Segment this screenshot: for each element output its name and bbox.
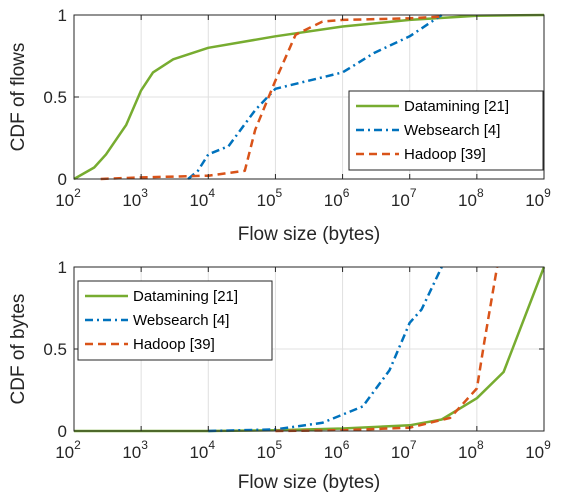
legend-label: Websearch [4] [404,122,500,139]
x-tick-label: 107 [391,438,417,462]
x-tick-base: 10 [324,443,343,462]
x-tick-label: 104 [189,438,215,462]
x-tick-label: 103 [122,186,148,210]
x-tick-exponent: 6 [343,438,350,452]
x-tick-exponent: 8 [477,186,484,200]
x-tick-exponent: 8 [477,438,484,452]
x-tick-base: 10 [391,443,410,462]
x-tick-label: 102 [55,186,81,210]
series-line-websearch [187,13,443,180]
x-tick-label: 108 [458,186,484,210]
y-tick-label: 1 [58,6,67,25]
x-tick-base: 10 [525,443,544,462]
x-tick-label: 106 [324,438,350,462]
x-tick-base: 10 [458,191,477,210]
x-tick-label: 107 [391,186,417,210]
x-axis-label: Flow size (bytes) [238,224,381,245]
x-tick-base: 10 [391,191,410,210]
x-tick-base: 10 [324,191,343,210]
x-tick-base: 10 [525,191,544,210]
legend: Datamining [21] Websearch [4] Hadoop [39] [348,90,544,171]
y-axis-label: CDF of flows [8,43,29,152]
legend-label: Hadoop [39] [133,336,215,353]
x-tick-exponent: 2 [74,438,81,452]
y-tick-label: 0 [58,422,67,441]
x-axis-label: Flow size (bytes) [238,472,381,493]
x-tick-label: 102 [55,438,81,462]
x-tick-exponent: 7 [410,438,417,452]
legend-label: Datamining [21] [404,98,509,115]
x-tick-base: 10 [189,191,208,210]
x-tick-exponent: 6 [343,186,350,200]
x-tick-exponent: 9 [544,186,551,200]
y-tick-label: 0.5 [43,88,67,107]
x-tick-label: 105 [257,438,283,462]
y-tick-label: 0.5 [43,340,67,359]
legend-label: Hadoop [39] [404,146,486,163]
x-tick-label: 109 [525,438,551,462]
x-tick-exponent: 5 [276,186,283,200]
x-tick-base: 10 [189,443,208,462]
series-line-websearch [208,266,443,433]
x-tick-exponent: 3 [141,438,148,452]
x-tick-exponent: 9 [544,438,551,452]
x-tick-base: 10 [257,191,276,210]
x-tick-label: 106 [324,186,350,210]
legend-label: Websearch [4] [133,312,229,329]
x-tick-base: 10 [55,191,74,210]
y-tick-label: 0 [58,170,67,189]
x-tick-exponent: 3 [141,186,148,200]
x-tick-label: 108 [458,438,484,462]
x-tick-label: 109 [525,186,551,210]
x-tick-exponent: 5 [276,438,283,452]
x-tick-exponent: 7 [410,186,417,200]
x-tick-base: 10 [122,443,141,462]
y-tick-label: 1 [58,258,67,277]
x-tick-base: 10 [458,443,477,462]
legend: Datamining [21] Websearch [4] Hadoop [39] [77,280,273,361]
x-tick-label: 104 [189,186,215,210]
x-tick-base: 10 [257,443,276,462]
x-tick-label: 103 [122,438,148,462]
x-tick-base: 10 [55,443,74,462]
series-line-hadoop [100,15,442,181]
x-tick-base: 10 [122,191,141,210]
x-tick-label: 105 [257,186,283,210]
x-tick-exponent: 4 [208,438,215,452]
legend-label: Datamining [21] [133,288,238,305]
y-axis-label: CDF of bytes [8,294,29,405]
x-tick-exponent: 2 [74,186,81,200]
x-tick-exponent: 4 [208,186,215,200]
